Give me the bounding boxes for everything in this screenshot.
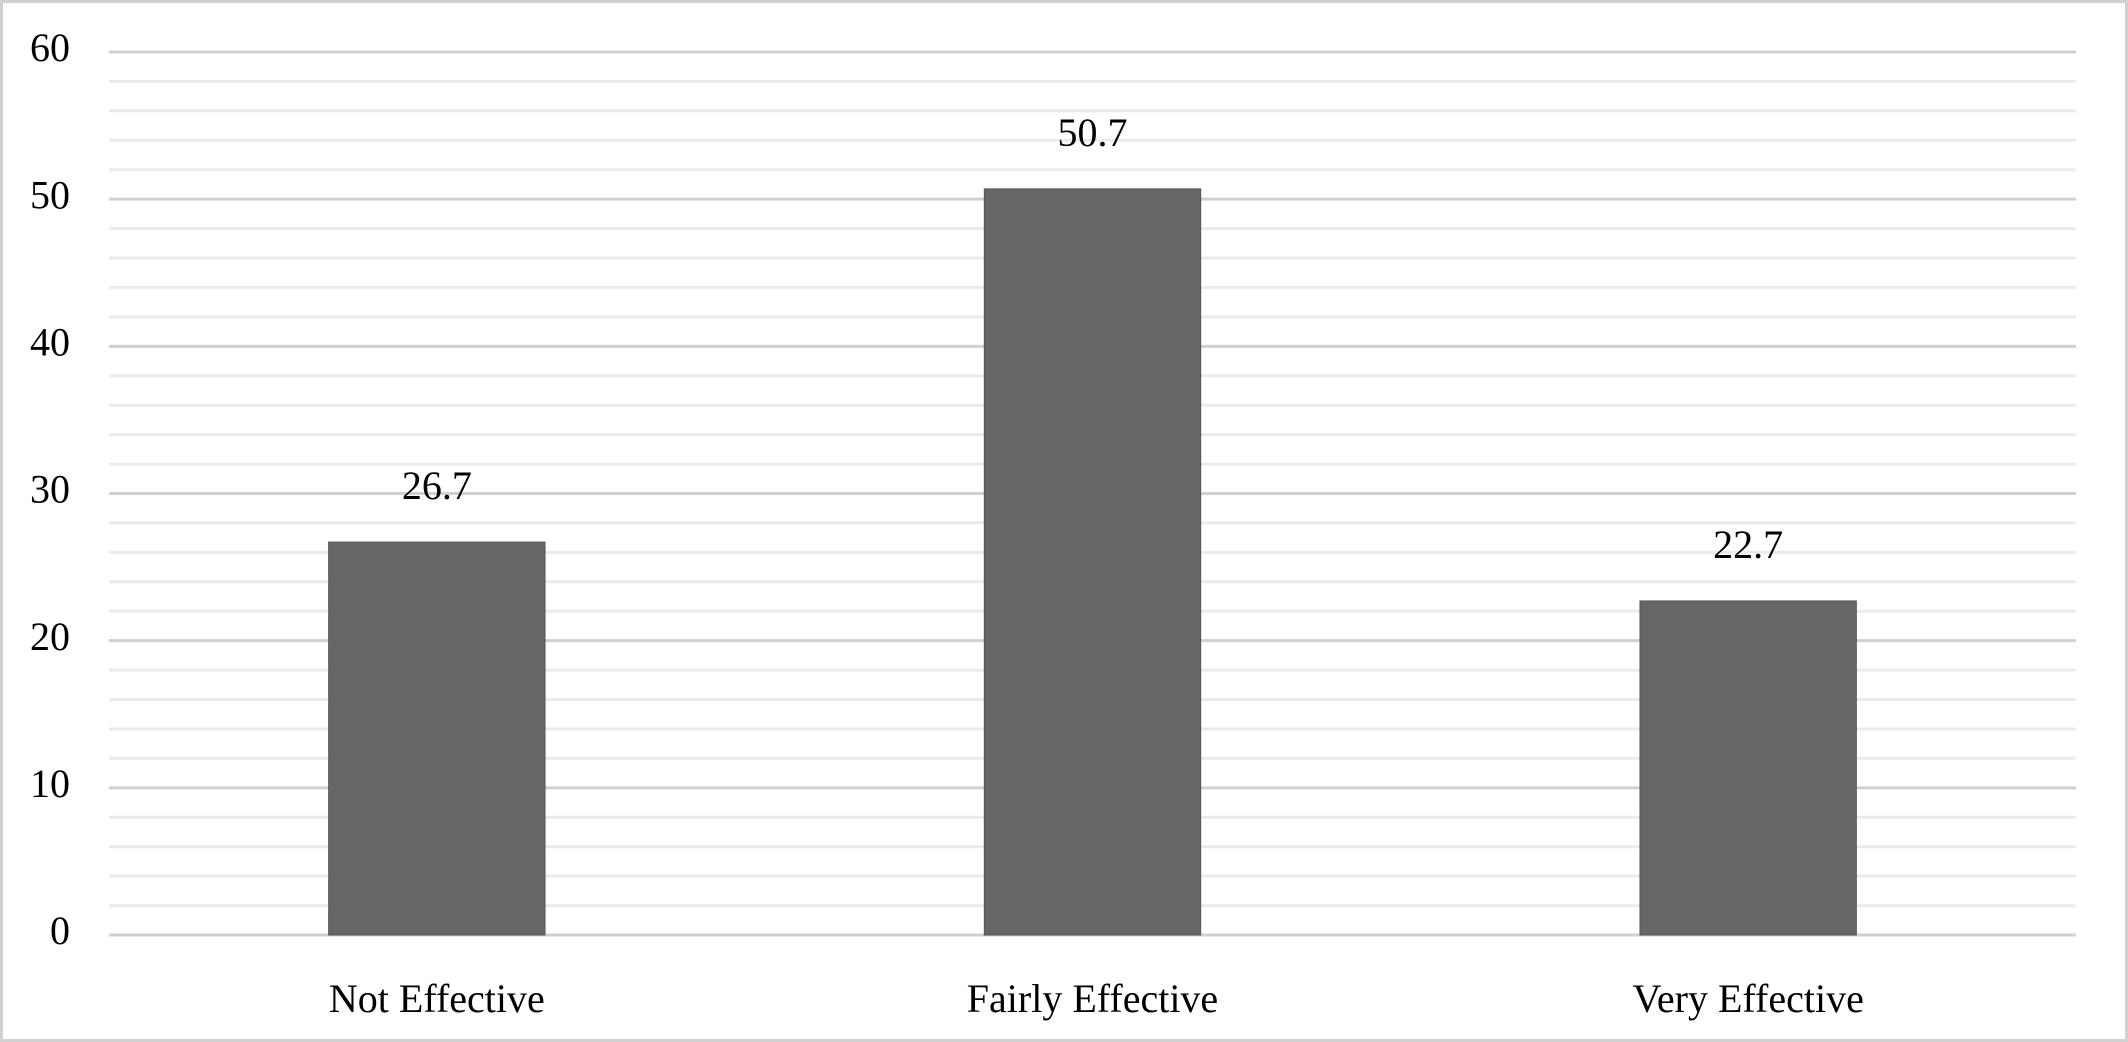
bar — [1639, 600, 1857, 936]
x-tick-label: Fairly Effective — [967, 976, 1218, 1021]
bar — [983, 188, 1202, 936]
y-tick-label: 20 — [30, 614, 70, 659]
y-tick-label: 60 — [30, 25, 70, 70]
bar — [328, 541, 546, 936]
y-tick-label: 10 — [30, 761, 70, 806]
x-tick-label: Very Effective — [1632, 976, 1863, 1021]
y-tick-label: 0 — [50, 908, 70, 953]
data-label: 26.7 — [402, 463, 472, 508]
y-tick-label: 50 — [30, 172, 70, 217]
data-label: 22.7 — [1713, 522, 1783, 567]
y-tick-label: 30 — [30, 467, 70, 512]
y-tick-label: 40 — [30, 320, 70, 365]
x-tick-label: Not Effective — [329, 976, 545, 1021]
data-label: 50.7 — [1058, 110, 1128, 155]
